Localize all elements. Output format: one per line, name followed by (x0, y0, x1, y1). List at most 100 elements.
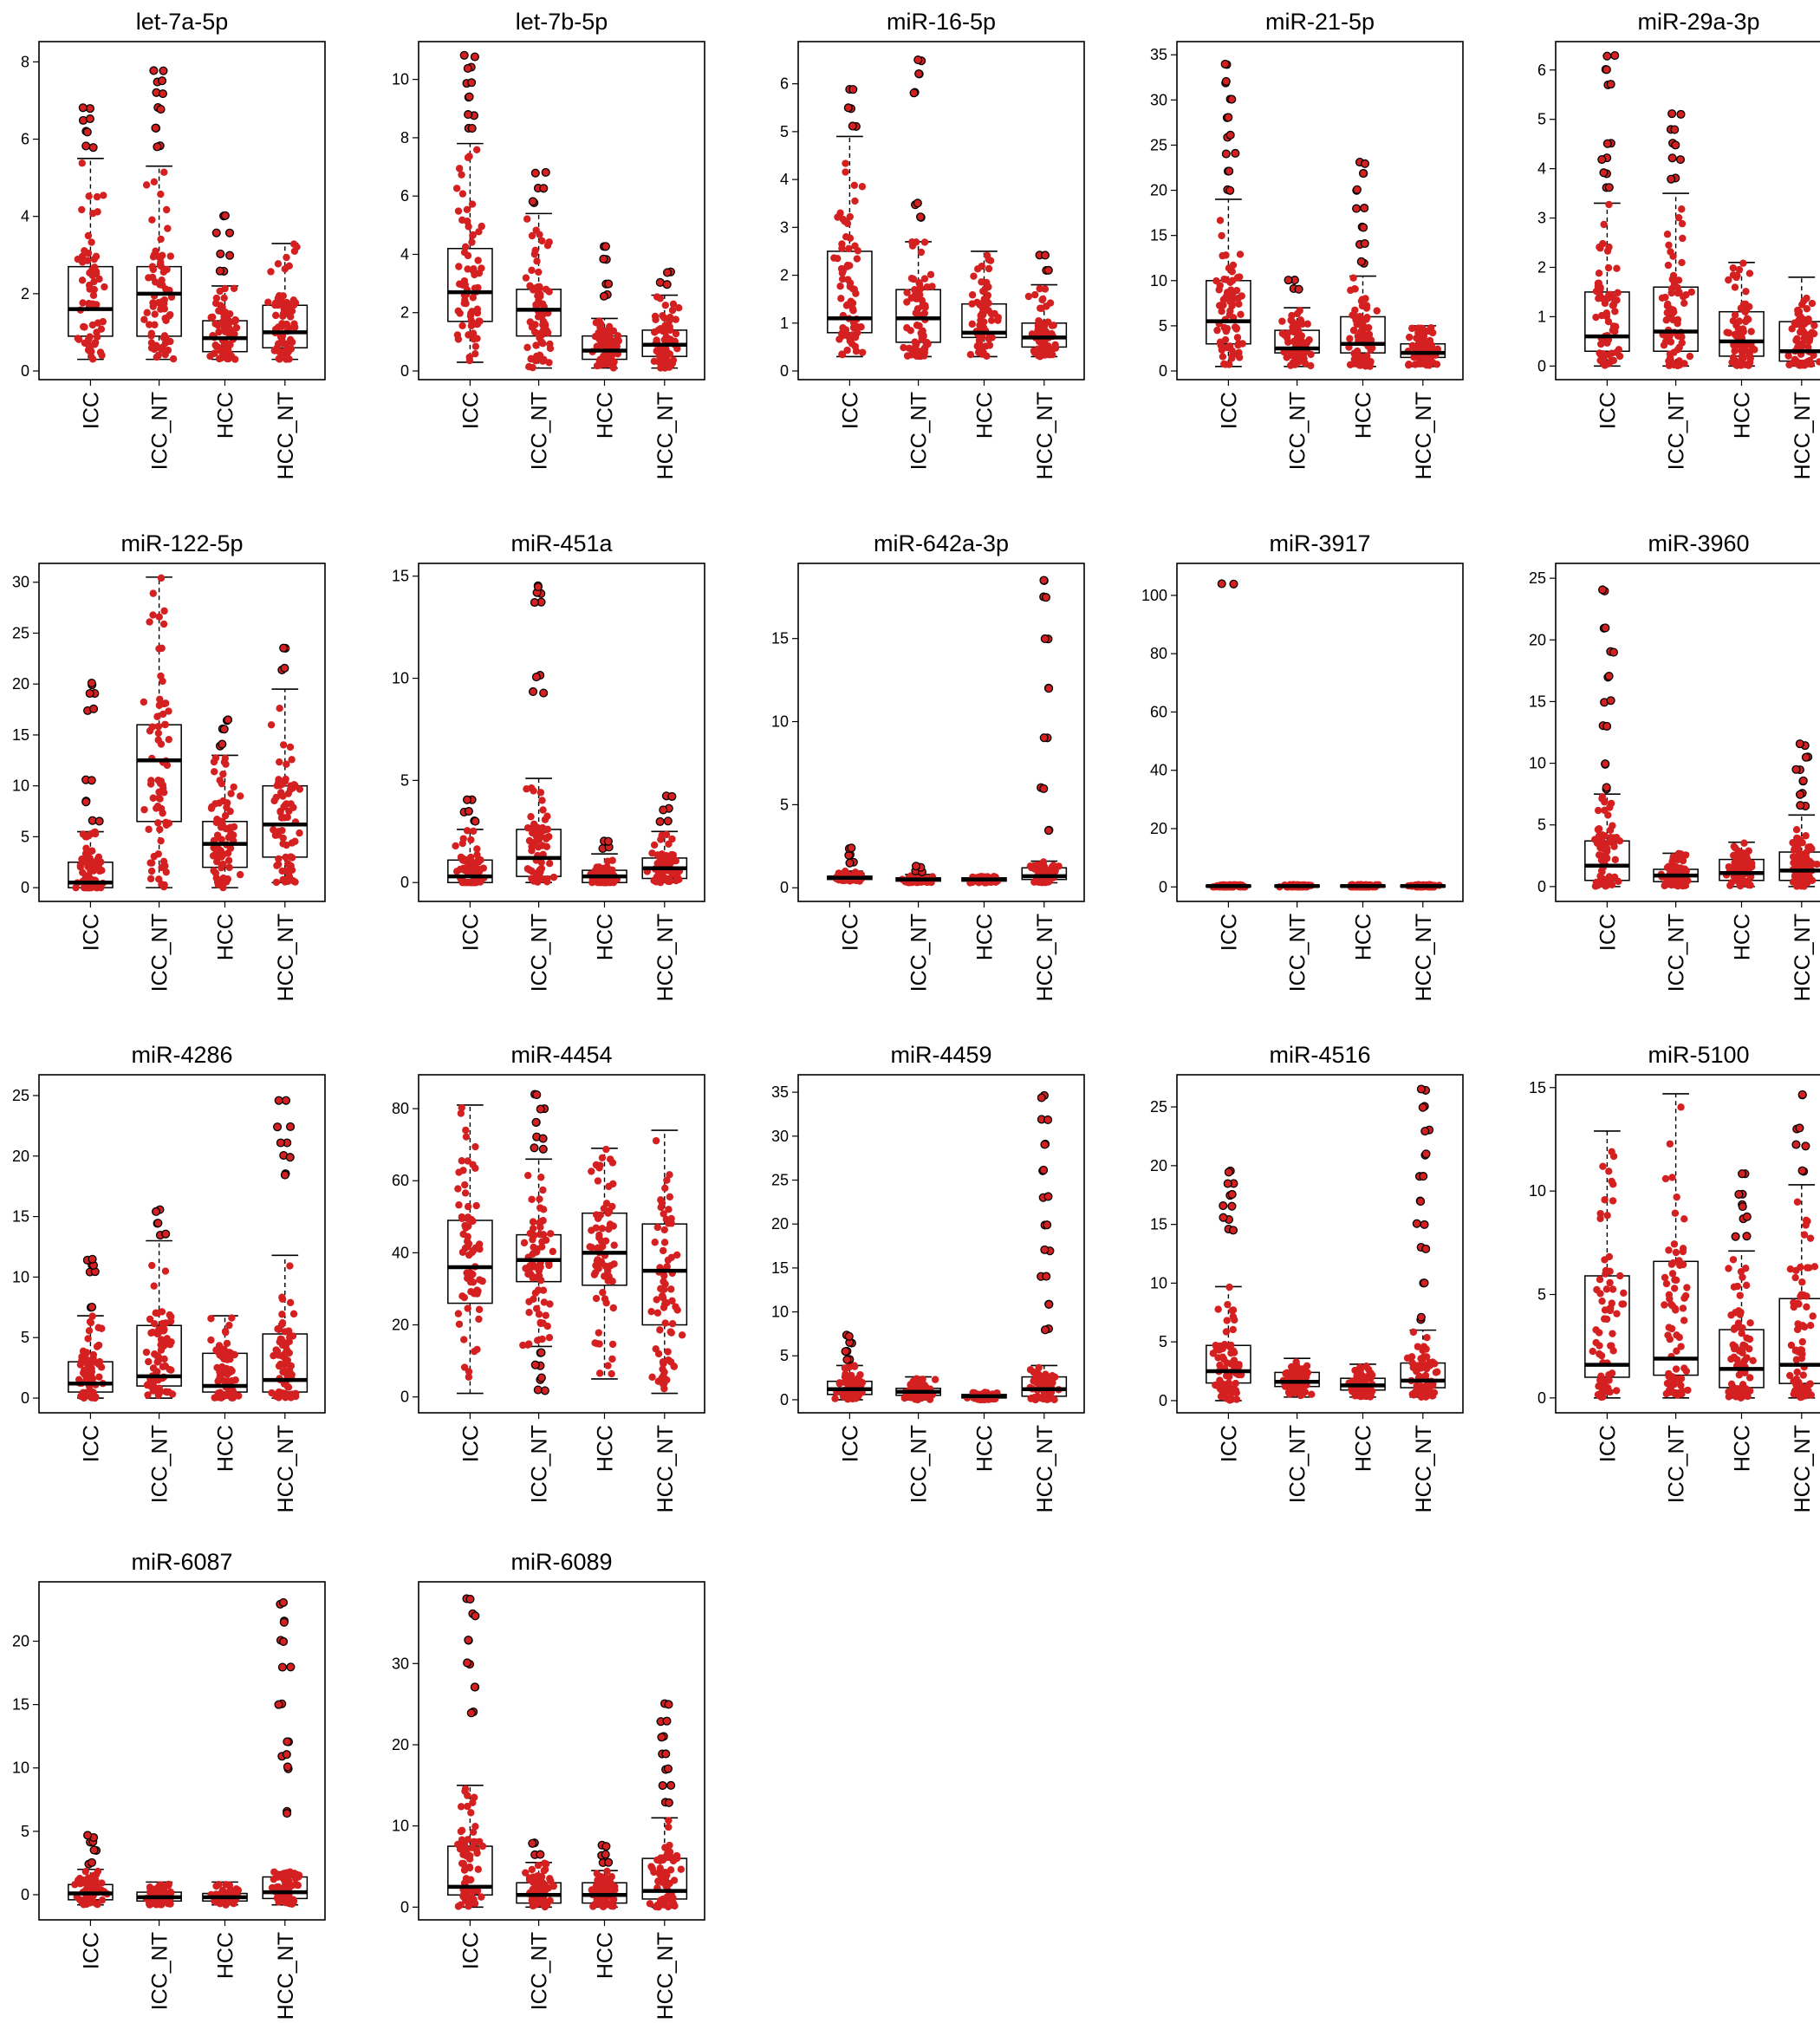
data-point (913, 352, 920, 360)
data-point (467, 331, 475, 340)
outlier-point (532, 1090, 542, 1100)
x-tick-label: HCC (1352, 1425, 1376, 1472)
data-point (155, 701, 164, 709)
y-tick-label: 15 (12, 726, 29, 744)
outlier-point (218, 739, 227, 749)
y-tick-label: 0 (780, 1391, 789, 1408)
data-point (609, 364, 618, 372)
data-point (82, 872, 91, 880)
y-tick-label: 60 (392, 1172, 409, 1189)
data-point (458, 1213, 466, 1221)
y-tick-label: 15 (1150, 227, 1167, 244)
data-point (288, 338, 296, 346)
outlier-point (528, 197, 537, 206)
data-point (283, 350, 290, 359)
data-point (464, 265, 471, 273)
plot-frame (38, 41, 326, 381)
outlier-point (536, 1373, 546, 1382)
data-point (1227, 1395, 1235, 1403)
data-point (1351, 1387, 1359, 1395)
data-point (1801, 320, 1809, 328)
data-point (458, 190, 467, 198)
outlier-point (224, 228, 235, 237)
data-point (664, 1256, 673, 1265)
outlier-point (1225, 130, 1235, 140)
data-point (1742, 862, 1751, 869)
box-HCC_NT (1021, 250, 1068, 361)
outlier-point (1604, 672, 1614, 681)
outlier-point (530, 597, 539, 608)
y-tick-label: 4 (21, 208, 29, 225)
data-point (653, 1223, 661, 1232)
box-ICC (447, 1103, 493, 1395)
data-point (534, 355, 542, 362)
data-point (147, 867, 156, 875)
data-point (1046, 350, 1055, 358)
data-point (278, 826, 286, 835)
data-point (471, 349, 479, 358)
data-point (143, 1381, 152, 1389)
data-point (1791, 872, 1799, 880)
data-point (1792, 825, 1801, 834)
data-point (1678, 333, 1686, 341)
data-point (94, 856, 101, 864)
data-point (267, 721, 276, 729)
data-point (166, 252, 174, 260)
data-point (588, 1168, 595, 1175)
data-point (148, 1261, 156, 1270)
data-point (78, 855, 86, 863)
data-point (286, 1262, 294, 1270)
data-point (1351, 285, 1359, 293)
data-point (1294, 325, 1302, 334)
data-point (1216, 1376, 1224, 1384)
data-point (536, 1319, 545, 1328)
data-point (149, 794, 157, 802)
box-ICC (1584, 50, 1630, 369)
box-HCC (582, 1145, 627, 1380)
y-tick-label: 0 (1159, 1392, 1167, 1409)
y-tick-label: 15 (771, 630, 789, 647)
data-point (536, 1219, 543, 1227)
data-point (1038, 1373, 1046, 1381)
data-point (1409, 1328, 1418, 1337)
data-point (664, 1348, 672, 1356)
data-point (154, 729, 163, 738)
data-point (1291, 361, 1299, 368)
y-tick-label: 6 (1537, 62, 1546, 79)
data-point (911, 343, 919, 352)
y-tick-label: 20 (1150, 1157, 1167, 1174)
data-point (148, 723, 156, 731)
data-point (458, 1103, 465, 1112)
data-point (1034, 345, 1042, 353)
data-point (84, 231, 93, 240)
data-point (1037, 337, 1045, 346)
data-point (221, 754, 230, 763)
data-point (227, 790, 235, 797)
data-point (605, 1182, 613, 1191)
x-tick-label: ICC (1217, 1425, 1241, 1462)
data-point (74, 335, 82, 342)
data-point (1231, 1316, 1238, 1324)
data-point (978, 350, 986, 358)
data-point (88, 300, 97, 308)
outlier-point (1227, 1189, 1237, 1200)
data-point (1233, 334, 1242, 342)
y-tick-label: 10 (12, 777, 29, 795)
data-point (852, 289, 860, 297)
data-point (164, 224, 172, 232)
data-point (1612, 322, 1620, 331)
data-point (661, 301, 670, 309)
outlier-point (530, 1143, 539, 1153)
data-point (89, 291, 98, 299)
y-tick-label: 80 (1150, 645, 1167, 662)
data-point (533, 1273, 541, 1281)
data-point (1225, 1373, 1233, 1381)
data-point (215, 355, 224, 363)
data-point (529, 1218, 537, 1226)
data-point (155, 645, 163, 653)
data-point (984, 291, 992, 299)
data-point (1604, 263, 1613, 272)
data-point (1232, 324, 1240, 332)
data-point (915, 280, 924, 288)
